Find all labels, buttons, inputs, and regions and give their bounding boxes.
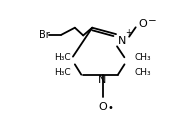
Text: N: N xyxy=(118,36,126,46)
Text: H₃C: H₃C xyxy=(54,53,70,62)
Text: CH₃: CH₃ xyxy=(134,68,151,77)
Text: N: N xyxy=(98,75,107,85)
Text: CH₃: CH₃ xyxy=(134,53,151,62)
Text: −: − xyxy=(148,16,157,26)
Text: •: • xyxy=(107,103,113,113)
Text: +: + xyxy=(126,28,132,37)
Text: O: O xyxy=(138,19,147,29)
Text: H₃C: H₃C xyxy=(54,68,70,77)
Text: O: O xyxy=(98,102,107,112)
Text: Br: Br xyxy=(39,30,50,40)
